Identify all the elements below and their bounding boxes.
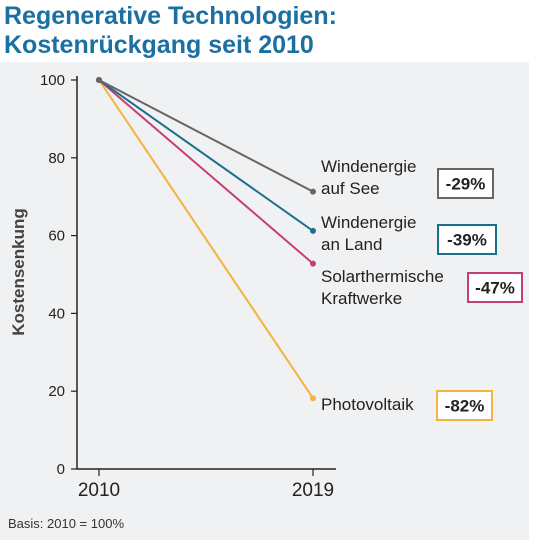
- series-line: [98, 79, 314, 265]
- series-label: auf See: [321, 179, 380, 198]
- x-tick-label: 2010: [78, 480, 120, 501]
- y-tick-label: 0: [57, 461, 65, 478]
- y-tick-label: 60: [48, 228, 65, 245]
- title-line-1: Regenerative Technologien:: [4, 2, 337, 30]
- change-label: -47%: [475, 279, 515, 298]
- data-point: [310, 227, 316, 234]
- y-axis-label: Kostensenkung: [9, 208, 28, 336]
- y-tick-label: 100: [40, 72, 65, 89]
- change-badge: [437, 168, 494, 199]
- x-tick-label: 2019: [292, 480, 334, 501]
- change-label: -82%: [445, 397, 485, 416]
- change-label: -29%: [446, 175, 486, 194]
- change-badge: [437, 224, 497, 255]
- series-label: Windenergie: [321, 157, 416, 176]
- series-label: an Land: [321, 235, 382, 254]
- change-badge: [436, 390, 493, 421]
- change-badge: [467, 272, 523, 303]
- title-line-2: Kostenrückgang seit 2010: [4, 31, 314, 59]
- plot-background: [0, 62, 529, 540]
- basis-note: Basis: 2010 = 100%: [8, 516, 124, 531]
- series-label: Solarthermische: [321, 267, 444, 286]
- data-point: [96, 77, 102, 83]
- series-line: [98, 79, 314, 193]
- data-point: [310, 188, 316, 195]
- data-point: [310, 260, 316, 267]
- chart-title: Regenerative Technologien: Kostenrückgan…: [4, 2, 524, 60]
- series-label: Windenergie: [321, 213, 416, 232]
- series-line: [98, 79, 314, 399]
- change-label: -39%: [447, 231, 487, 250]
- y-tick-label: 80: [48, 150, 65, 167]
- series-label: Kraftwerke: [321, 289, 402, 308]
- y-tick-label: 20: [48, 383, 65, 400]
- series-label: Photovoltaik: [321, 395, 414, 414]
- y-tick-label: 40: [48, 305, 65, 322]
- data-point: [310, 395, 316, 402]
- series-line: [98, 79, 314, 232]
